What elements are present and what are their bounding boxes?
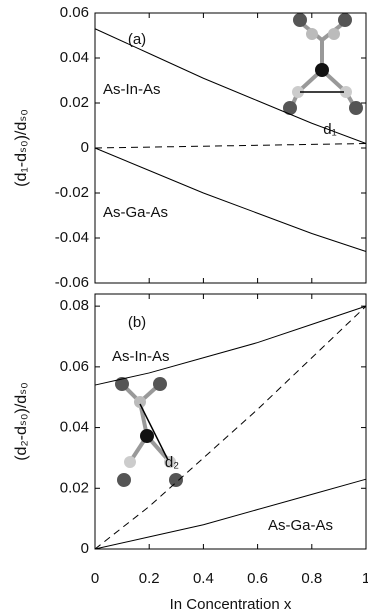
- series-line: [95, 306, 366, 549]
- plot-frame: [95, 294, 366, 549]
- x-tick-label: 1: [362, 570, 368, 587]
- y-axis-label: (d₂-dₛ₀)/dₛ₀: [13, 382, 30, 461]
- y-tick-label: -0.06: [55, 274, 89, 291]
- series-line: [95, 144, 366, 149]
- series-line: [95, 148, 366, 252]
- y-tick-label: 0: [81, 540, 89, 557]
- annotation: d₁: [323, 121, 336, 138]
- series-label: As-Ga-As: [268, 517, 333, 534]
- plot-frame: [95, 13, 366, 283]
- annotation: d₂: [165, 454, 179, 471]
- y-tick-label: 0: [81, 139, 89, 156]
- x-tick-label: 0: [91, 570, 99, 587]
- y-tick-label: 0.06: [60, 4, 89, 21]
- y-tick-label: 0.04: [60, 419, 89, 436]
- y-tick-label: 0.02: [60, 479, 89, 496]
- x-tick-label: 0.6: [247, 570, 268, 587]
- series-label: As-In-As: [112, 348, 170, 365]
- y-tick-label: -0.02: [55, 184, 89, 201]
- series-label: As-In-As: [103, 81, 161, 98]
- y-tick-label: 0.02: [60, 94, 89, 111]
- y-tick-label: 0.06: [60, 358, 89, 375]
- y-axis-label: (d₁-dₛ₀)/dₛ₀: [13, 109, 30, 187]
- y-tick-label: 0.08: [60, 297, 89, 314]
- x-axis-label: In Concentration x: [170, 596, 292, 613]
- series-label: As-Ga-As: [103, 204, 168, 221]
- page: {"chart_data": [ {"type": "line", "panel…: [0, 0, 368, 616]
- x-tick-label: 0.2: [139, 570, 160, 587]
- x-tick-label: 0.8: [301, 570, 322, 587]
- series-line: [95, 479, 366, 549]
- molecule-a: [283, 13, 363, 115]
- y-tick-label: -0.04: [55, 229, 89, 246]
- x-tick-label: 0.4: [193, 570, 214, 587]
- y-tick-label: 0.04: [60, 49, 89, 66]
- figure: -0.06 -0.04 -0.02 0 0.02 0.04 0.06 (d₁-dₛ₀)/dₛ₀…: [0, 0, 368, 616]
- panel-label: (b): [128, 314, 146, 331]
